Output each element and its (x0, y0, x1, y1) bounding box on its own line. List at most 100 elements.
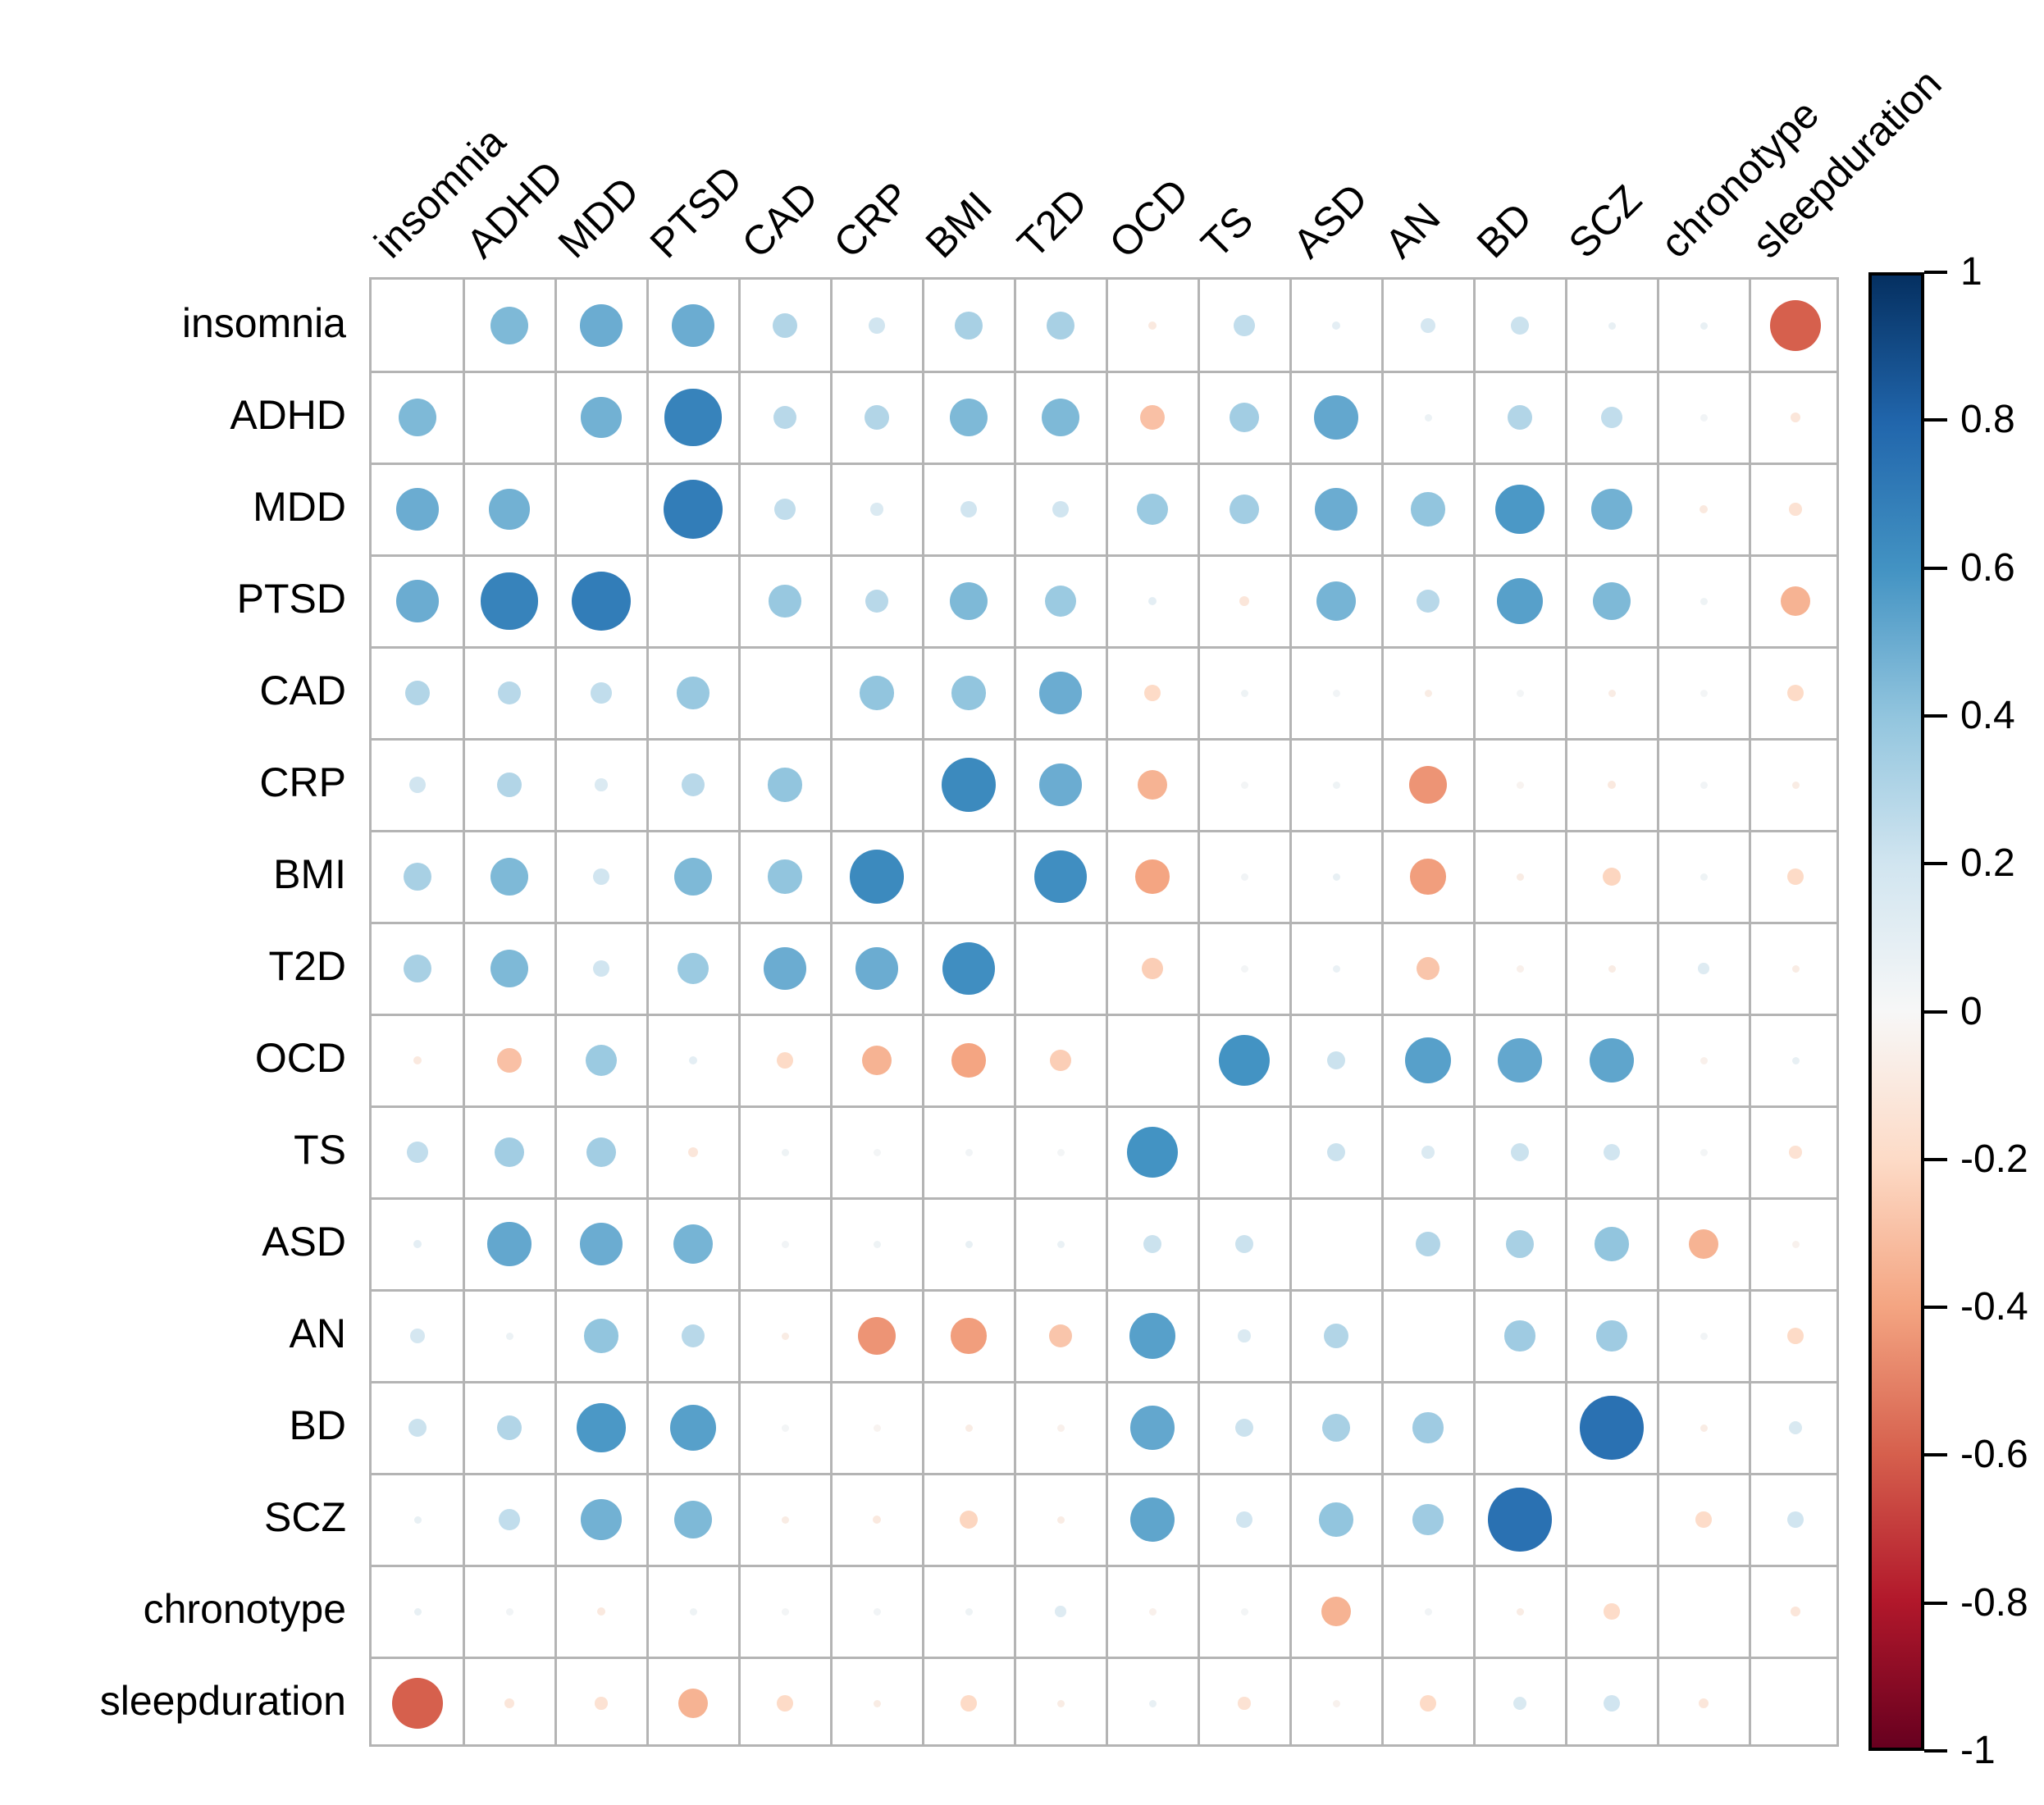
row-label-insomnia: insomnia (181, 300, 346, 346)
correlation-dot-sleepduration-CRP (873, 1699, 881, 1707)
correlation-dot-chronotype-T2D (1055, 1606, 1066, 1617)
correlation-dot-sleepduration-MDD (595, 1697, 608, 1710)
correlation-dot-chronotype-ADHD (505, 1607, 513, 1616)
correlation-dot-ASD-ADHD (487, 1222, 532, 1266)
correlation-dot-chronotype-MDD (596, 1607, 606, 1616)
row-label-CAD: CAD (259, 668, 346, 713)
grid-line-horizontal (372, 370, 1836, 373)
correlation-dot-chronotype-TS (1240, 1607, 1248, 1616)
correlation-dot-CRP-PTSD (681, 773, 705, 797)
correlation-dot-PTSD-MDD (571, 571, 632, 631)
correlation-dot-ASD-CRP (873, 1240, 881, 1248)
correlation-dot-MDD-T2D (1052, 500, 1070, 518)
correlation-dot-ADHD-OCD (1139, 404, 1166, 431)
colorbar-tick-label-0.4: 0.4 (1960, 693, 2015, 737)
correlation-dot-OCD-BD (1498, 1038, 1542, 1083)
correlation-dot-CRP-ADHD (496, 772, 522, 798)
grid-line-vertical (829, 280, 833, 1744)
grid-line-horizontal (372, 554, 1836, 557)
grid-line-vertical (1656, 280, 1659, 1744)
colorbar-tick-0.2 (1924, 862, 1947, 866)
correlation-dot-sleepduration-BMI (960, 1694, 978, 1712)
col-label-BMI: BMI (916, 182, 1001, 267)
colorbar-tick-0 (1924, 1010, 1947, 1014)
correlation-dot-sleepduration-ASD (1332, 1699, 1340, 1707)
correlation-dot-SCZ-ASD (1319, 1502, 1353, 1537)
correlation-dot-MDD-SCZ (1591, 489, 1632, 530)
correlation-dot-CRP-sleepduration (1791, 781, 1800, 789)
correlation-dot-BMI-ADHD (490, 857, 529, 896)
colorbar-tick--0.8 (1924, 1601, 1947, 1605)
correlation-dot-MDD-CRP (870, 503, 883, 516)
correlation-dot-SCZ-sleepduration (1786, 1511, 1804, 1529)
correlation-dot-BD-TS (1234, 1418, 1254, 1438)
grid-line-vertical (554, 280, 557, 1744)
correlation-dot-BD-chronotype (1700, 1424, 1708, 1432)
colorbar-tick-label--0.4: -0.4 (1960, 1285, 2028, 1329)
correlation-dot-T2D-chronotype (1698, 963, 1709, 974)
grid-line-horizontal (372, 1105, 1836, 1108)
correlation-dot-OCD-ASD (1326, 1051, 1346, 1070)
colorbar-tick-label--0.6: -0.6 (1960, 1433, 2028, 1477)
colorbar-tick--1 (1924, 1749, 1947, 1753)
correlation-dot-PTSD-ADHD (481, 572, 538, 630)
correlation-dot-BD-OCD (1130, 1406, 1175, 1450)
grid-line-horizontal (372, 1013, 1836, 1016)
correlation-dot-CRP-ASD (1332, 781, 1340, 789)
row-label-CRP: CRP (259, 759, 346, 805)
row-label-chronotype: chronotype (143, 1586, 346, 1632)
correlation-dot-MDD-insomnia (396, 488, 439, 531)
correlation-dot-ADHD-SCZ (1601, 407, 1622, 428)
correlation-dot-chronotype-CRP (873, 1607, 881, 1616)
correlation-dot-PTSD-sleepduration (1780, 586, 1811, 617)
correlation-dot-insomnia-ASD (1331, 321, 1341, 330)
correlation-dot-ASD-SCZ (1595, 1227, 1629, 1261)
correlation-dot-insomnia-BMI (954, 311, 983, 340)
correlation-dot-ASD-CAD (781, 1240, 789, 1248)
correlation-dot-CAD-BMI (951, 676, 986, 710)
row-label-sleepduration: sleepduration (99, 1678, 346, 1724)
colorbar-tick--0.6 (1924, 1453, 1947, 1457)
correlation-dot-T2D-TS (1240, 964, 1248, 973)
correlation-dot-BMI-CAD (768, 859, 802, 894)
correlation-dot-SCZ-TS (1235, 1511, 1253, 1529)
correlation-dot-sleepduration-insomnia (392, 1678, 443, 1729)
correlation-dot-TS-PTSD (687, 1146, 699, 1158)
correlation-dot-TS-MDD (586, 1137, 617, 1168)
correlation-dot-CAD-T2D (1039, 672, 1082, 714)
grid-line-vertical (1105, 280, 1108, 1744)
colorbar-tick-label-0.6: 0.6 (1960, 545, 2015, 590)
correlation-dot-insomnia-CRP (868, 317, 886, 335)
correlation-dot-chronotype-insomnia (413, 1607, 422, 1616)
correlation-dot-AN-OCD (1129, 1312, 1176, 1360)
correlation-dot-OCD-sleepduration (1791, 1056, 1800, 1064)
colorbar-tick-label-0: 0 (1960, 989, 1982, 1033)
correlation-dot-chronotype-BMI (965, 1607, 973, 1616)
grid-line-vertical (1013, 280, 1016, 1744)
correlation-dot-CRP-chronotype (1700, 781, 1708, 789)
grid-line-vertical (1197, 280, 1200, 1744)
correlation-dot-T2D-BMI (942, 942, 995, 995)
correlation-dot-MDD-AN (1411, 492, 1445, 526)
correlation-dot-ASD-insomnia (413, 1239, 422, 1249)
correlation-dot-SCZ-CAD (781, 1516, 789, 1524)
col-label-OCD: OCD (1100, 170, 1198, 267)
correlation-dot-ASD-sleepduration (1791, 1240, 1800, 1248)
matrix-grid (369, 277, 1839, 1747)
correlation-dot-MDD-PTSD (663, 479, 723, 540)
row-label-ADHD: ADHD (230, 392, 346, 438)
correlation-dot-ADHD-BD (1507, 404, 1533, 431)
grid-line-vertical (1380, 280, 1384, 1744)
correlation-dot-MDD-CAD (774, 499, 796, 520)
correlation-dot-AN-MDD (584, 1319, 618, 1353)
correlation-dot-BD-CRP (873, 1424, 881, 1432)
row-label-MDD: MDD (253, 484, 346, 530)
colorbar-tick-0.8 (1924, 418, 1947, 422)
correlation-dot-PTSD-BD (1496, 577, 1544, 625)
grid-line-vertical (1472, 280, 1476, 1744)
correlation-dot-PTSD-CAD (769, 585, 801, 618)
correlation-dot-BD-ADHD (496, 1415, 522, 1441)
correlation-dot-T2D-PTSD (677, 952, 709, 985)
correlation-dot-insomnia-ADHD (490, 306, 529, 345)
correlation-dot-AN-chronotype (1700, 1332, 1708, 1340)
